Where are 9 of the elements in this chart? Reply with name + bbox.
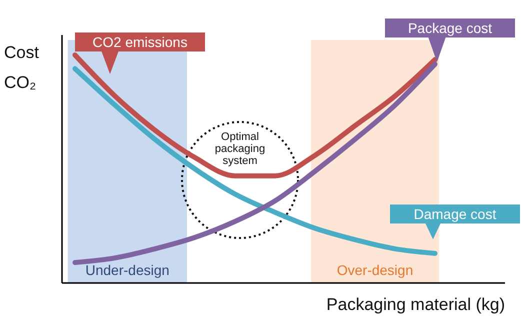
- x-axis-title: Packaging material (kg): [326, 295, 505, 314]
- annotation: Optimal packaging system: [214, 131, 266, 167]
- callout-label: Damage cost: [390, 204, 520, 240]
- annotation: Under-design: [85, 262, 170, 278]
- y-axis-title: Cost CO₂: [4, 43, 40, 92]
- callout-label: CO2 emissions: [75, 32, 205, 74]
- series-label: CO2 emissions: [92, 34, 188, 50]
- callout-label: Package cost: [385, 18, 515, 62]
- annotation: Over-design: [336, 262, 414, 278]
